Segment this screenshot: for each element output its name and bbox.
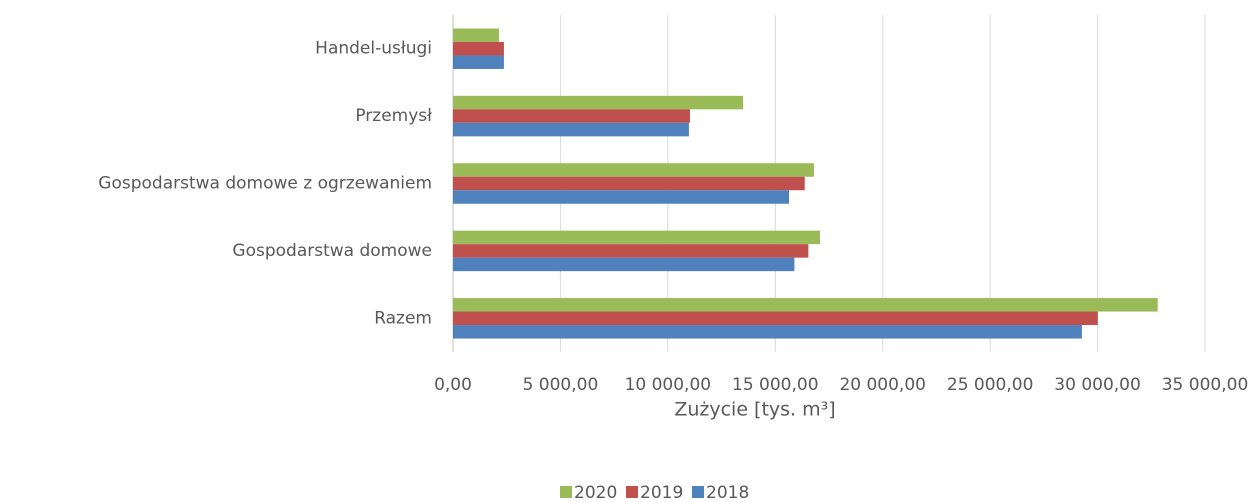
bar — [453, 257, 795, 272]
x-tick-label: 25 000,00 — [947, 375, 1034, 395]
bar — [453, 41, 504, 56]
x-axis-title: Zużycie [tys. m³] — [674, 399, 835, 421]
y-tick-label: Przemysł — [355, 106, 432, 126]
x-tick-label: 10 000,00 — [625, 375, 712, 395]
legend-swatch — [692, 486, 704, 498]
y-tick-label: Razem — [374, 308, 432, 328]
bar — [453, 230, 820, 245]
y-tick-label: Gospodarstwa domowe — [232, 241, 432, 261]
x-tick-label: 15 000,00 — [732, 375, 819, 395]
bar — [453, 298, 1158, 312]
bar — [453, 122, 689, 137]
y-tick-label: Handel-usługi — [315, 39, 432, 59]
x-tick-label: 0,00 — [434, 375, 472, 395]
bar — [453, 190, 790, 204]
legend-label: 2019 — [640, 483, 683, 502]
legend-label: 2018 — [706, 483, 749, 502]
bar — [453, 163, 814, 177]
bar — [453, 244, 809, 258]
x-tick-label: 35 000,00 — [1162, 375, 1249, 395]
bar — [453, 325, 1082, 339]
bar — [453, 28, 499, 42]
bar — [453, 109, 690, 123]
x-tick-label: 5 000,00 — [523, 375, 599, 395]
legend-swatch — [560, 486, 572, 498]
bar — [453, 176, 805, 191]
legend-swatch — [626, 486, 638, 498]
bar — [453, 55, 504, 69]
x-tick-label: 30 000,00 — [1054, 375, 1141, 395]
y-tick-label: Gospodarstwa domowe z ogrzewaniem — [98, 174, 432, 194]
legend-label: 2020 — [574, 483, 617, 502]
bar — [453, 311, 1098, 326]
bar — [453, 95, 744, 110]
x-tick-label: 20 000,00 — [839, 375, 926, 395]
